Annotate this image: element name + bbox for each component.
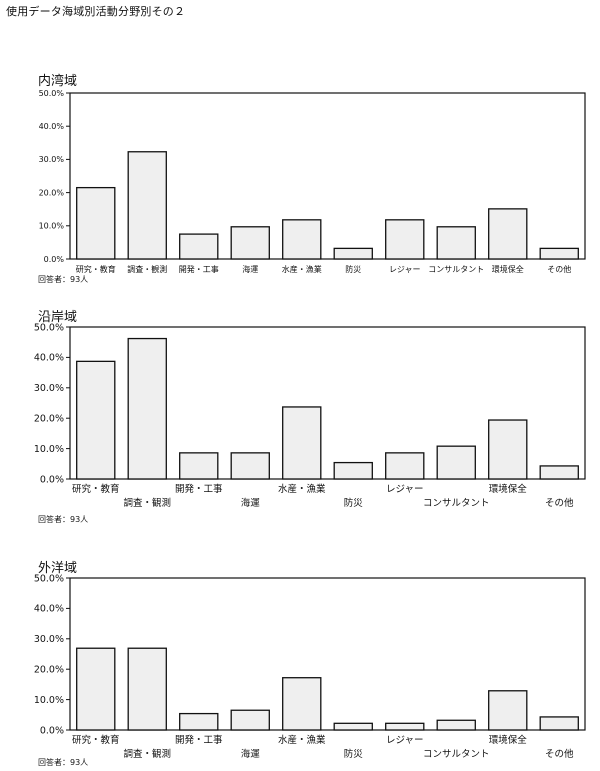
bar [282, 219, 322, 260]
bar [539, 716, 579, 731]
y-tick-label: 10.0% [39, 222, 65, 231]
bar [539, 465, 579, 480]
bar [230, 709, 270, 731]
category-label: 水産・漁業 [278, 483, 326, 495]
bar [488, 690, 528, 731]
bar [385, 722, 425, 731]
respondent-count: 回答者：93人 [38, 758, 89, 767]
y-tick-label: 30.0% [39, 155, 65, 164]
category-label: 防災 [344, 748, 364, 760]
chart-title: 内湾域 [38, 74, 78, 89]
y-tick-label: 0.0% [44, 255, 65, 264]
page-title: 使用データ海域別活動分野別その２ [6, 5, 186, 18]
category-label: 環境保全 [489, 483, 528, 495]
bar [436, 445, 476, 480]
bar [230, 452, 270, 480]
bar [282, 406, 322, 480]
bar [230, 226, 270, 260]
category-label: コンサルタント [423, 498, 490, 509]
category-label: 研究・教育 [76, 264, 116, 274]
category-label: 開発・工事 [179, 264, 219, 274]
plot-frame [69, 92, 586, 260]
category-label: コンサルタント [428, 265, 484, 274]
category-label: その他 [545, 748, 574, 760]
bar [333, 247, 373, 260]
y-tick-label: 40.0% [34, 353, 64, 364]
y-tick-label: 0.0% [40, 474, 64, 485]
bar [179, 233, 219, 260]
category-label: 環境保全 [489, 734, 528, 746]
bar [488, 208, 528, 260]
y-tick-label: 40.0% [39, 122, 65, 131]
category-label: 研究・教育 [72, 734, 120, 746]
y-tick-label: 10.0% [34, 695, 64, 706]
bar [436, 226, 476, 260]
y-tick-label: 50.0% [34, 573, 64, 584]
bar [488, 419, 528, 480]
y-tick-label: 20.0% [39, 188, 65, 197]
y-tick-label: 40.0% [34, 604, 64, 615]
bar [76, 360, 116, 480]
category-label: その他 [545, 497, 574, 509]
category-label: レジャー [389, 265, 421, 274]
y-tick-label: 10.0% [34, 444, 64, 455]
category-label: 海運 [242, 264, 258, 274]
category-label: レジャー [386, 735, 424, 746]
bar [539, 247, 579, 260]
y-tick-label: 0.0% [40, 725, 64, 736]
bar [282, 677, 322, 731]
y-tick-label: 30.0% [34, 634, 64, 645]
category-label: 水産・漁業 [282, 264, 322, 274]
category-label: 防災 [344, 497, 364, 509]
category-label: 環境保全 [492, 264, 524, 274]
y-tick-label: 20.0% [34, 414, 64, 425]
category-label: 開発・工事 [175, 483, 223, 495]
y-tick-label: 20.0% [34, 665, 64, 676]
bar [76, 647, 116, 731]
bar [333, 722, 373, 731]
plot-frame [69, 577, 586, 731]
category-label: 調査・観測 [123, 497, 171, 509]
plot-frame [69, 326, 586, 480]
chart-title: 外洋域 [38, 561, 78, 576]
y-tick-label: 50.0% [34, 322, 64, 333]
category-label: 海運 [241, 497, 261, 509]
bar [436, 719, 476, 731]
bar [179, 712, 219, 731]
category-label: 水産・漁業 [278, 734, 326, 746]
respondent-count: 回答者：93人 [38, 275, 89, 284]
bar [179, 452, 219, 480]
category-label: 調査・観測 [123, 748, 171, 760]
bar [385, 452, 425, 480]
category-label: その他 [547, 264, 571, 274]
bar [333, 461, 373, 480]
bar [127, 647, 167, 731]
chart-title: 沿岸域 [38, 310, 78, 325]
category-label: レジャー [386, 484, 424, 495]
category-label: 防災 [345, 264, 361, 274]
category-label: 調査・観測 [127, 264, 167, 274]
bar [127, 337, 167, 480]
category-label: 研究・教育 [72, 483, 120, 495]
category-label: 開発・工事 [175, 734, 223, 746]
respondent-count: 回答者：93人 [38, 515, 89, 524]
category-label: 海運 [241, 748, 261, 760]
bar [127, 151, 167, 260]
bar [385, 219, 425, 260]
y-tick-label: 50.0% [39, 89, 65, 98]
bar [76, 186, 116, 260]
y-tick-label: 30.0% [34, 383, 64, 394]
category-label: コンサルタント [423, 749, 490, 760]
